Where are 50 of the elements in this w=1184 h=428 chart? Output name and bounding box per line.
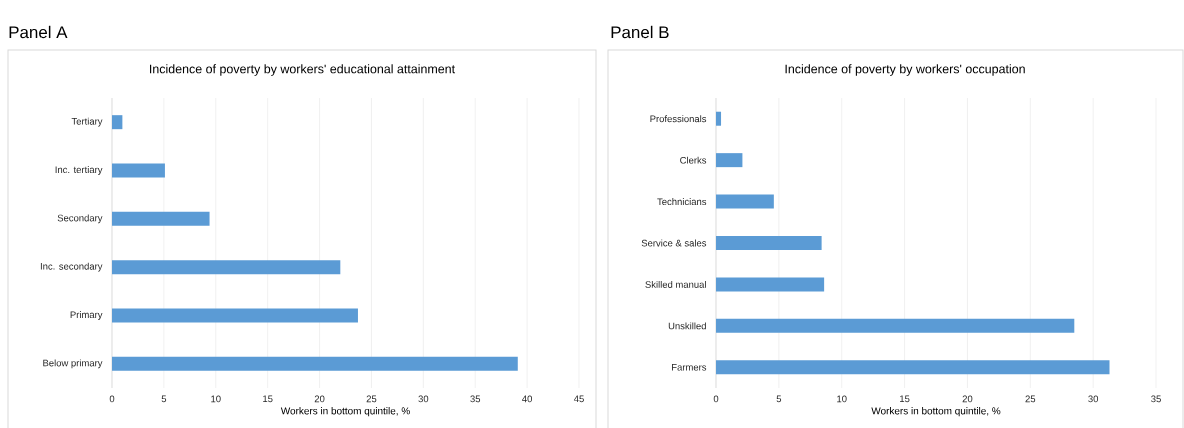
bar — [112, 115, 123, 130]
y-tick-label: Primary — [70, 311, 103, 320]
bar — [112, 211, 210, 226]
x-tick-label: 35 — [1151, 395, 1161, 403]
x-tick-label: 10 — [211, 395, 221, 403]
bar — [112, 356, 518, 371]
x-tick-label: 25 — [366, 395, 377, 403]
x-tick-label: 0 — [109, 395, 115, 403]
y-tick-label: Inc. tertiary — [55, 166, 103, 175]
x-tick-label: 0 — [713, 395, 719, 403]
x-tick-label: 25 — [1025, 395, 1036, 403]
x-tick-label: 45 — [573, 395, 584, 403]
chart-subtitle: Incidence of poverty by workers' educational attainment — [150, 64, 455, 76]
x-tick-label: 30 — [418, 395, 429, 403]
chart-subtitle: Incidence of poverty by workers' occupation — [785, 64, 1025, 76]
bar — [716, 194, 774, 209]
bar — [716, 111, 722, 126]
chart-title: Panel B — [611, 25, 669, 39]
x-tick-label: 5 — [161, 395, 167, 403]
y-tick-label: Technicians — [657, 198, 707, 206]
y-tick-label: Inc. secondary — [40, 262, 103, 272]
y-tick-label: Below primary — [43, 359, 103, 369]
y-tick-label: Skilled manual — [645, 280, 706, 288]
x-tick-label: 5 — [776, 395, 782, 403]
bar — [716, 153, 743, 168]
x-axis-title: Workers in bottom quintile, % — [280, 407, 410, 417]
bar — [112, 260, 341, 275]
bar — [716, 236, 822, 250]
y-tick-label: Tertiary — [71, 117, 103, 127]
bar — [716, 318, 1075, 333]
x-axis-title: Workers in bottom quintile, % — [871, 407, 1001, 417]
x-tick-label: 15 — [900, 395, 910, 403]
bar — [716, 277, 825, 292]
bar — [112, 163, 165, 178]
x-tick-label: 20 — [314, 395, 325, 403]
y-tick-label: Unskilled — [668, 322, 706, 330]
y-tick-label: Professionals — [650, 115, 707, 123]
y-tick-label: Secondary — [57, 214, 103, 224]
bar — [112, 308, 358, 323]
x-tick-label: 10 — [837, 395, 847, 403]
y-tick-label: Clerks — [680, 156, 707, 164]
y-tick-label: Farmers — [672, 363, 707, 371]
x-tick-label: 40 — [522, 395, 533, 403]
x-tick-label: 15 — [263, 395, 273, 403]
x-tick-label: 20 — [962, 395, 973, 403]
bar — [716, 360, 1110, 375]
chart-title: Panel A — [9, 25, 68, 39]
x-tick-label: 30 — [1088, 395, 1099, 403]
x-tick-label: 35 — [470, 395, 481, 403]
y-tick-label: Service & sales — [641, 239, 707, 247]
